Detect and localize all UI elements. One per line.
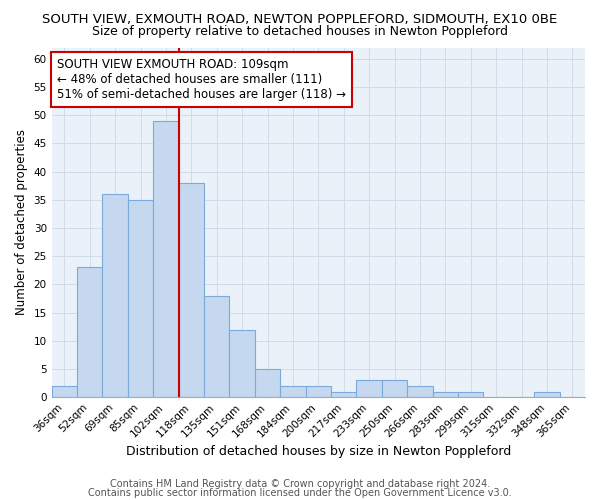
Bar <box>458 392 484 397</box>
Bar <box>128 200 153 397</box>
Bar <box>433 392 458 397</box>
Bar <box>77 268 103 397</box>
Text: SOUTH VIEW, EXMOUTH ROAD, NEWTON POPPLEFORD, SIDMOUTH, EX10 0BE: SOUTH VIEW, EXMOUTH ROAD, NEWTON POPPLEF… <box>43 12 557 26</box>
Bar <box>179 183 204 397</box>
Bar <box>407 386 433 397</box>
X-axis label: Distribution of detached houses by size in Newton Poppleford: Distribution of detached houses by size … <box>126 444 511 458</box>
Bar <box>153 121 179 397</box>
Bar <box>305 386 331 397</box>
Bar <box>52 386 77 397</box>
Y-axis label: Number of detached properties: Number of detached properties <box>15 130 28 316</box>
Bar <box>331 392 356 397</box>
Text: SOUTH VIEW EXMOUTH ROAD: 109sqm
← 48% of detached houses are smaller (111)
51% o: SOUTH VIEW EXMOUTH ROAD: 109sqm ← 48% of… <box>57 58 346 101</box>
Bar <box>534 392 560 397</box>
Bar <box>356 380 382 397</box>
Bar <box>280 386 305 397</box>
Text: Contains public sector information licensed under the Open Government Licence v3: Contains public sector information licen… <box>88 488 512 498</box>
Bar <box>204 296 229 397</box>
Text: Contains HM Land Registry data © Crown copyright and database right 2024.: Contains HM Land Registry data © Crown c… <box>110 479 490 489</box>
Bar <box>103 194 128 397</box>
Text: Size of property relative to detached houses in Newton Poppleford: Size of property relative to detached ho… <box>92 25 508 38</box>
Bar <box>255 369 280 397</box>
Bar <box>229 330 255 397</box>
Bar <box>382 380 407 397</box>
